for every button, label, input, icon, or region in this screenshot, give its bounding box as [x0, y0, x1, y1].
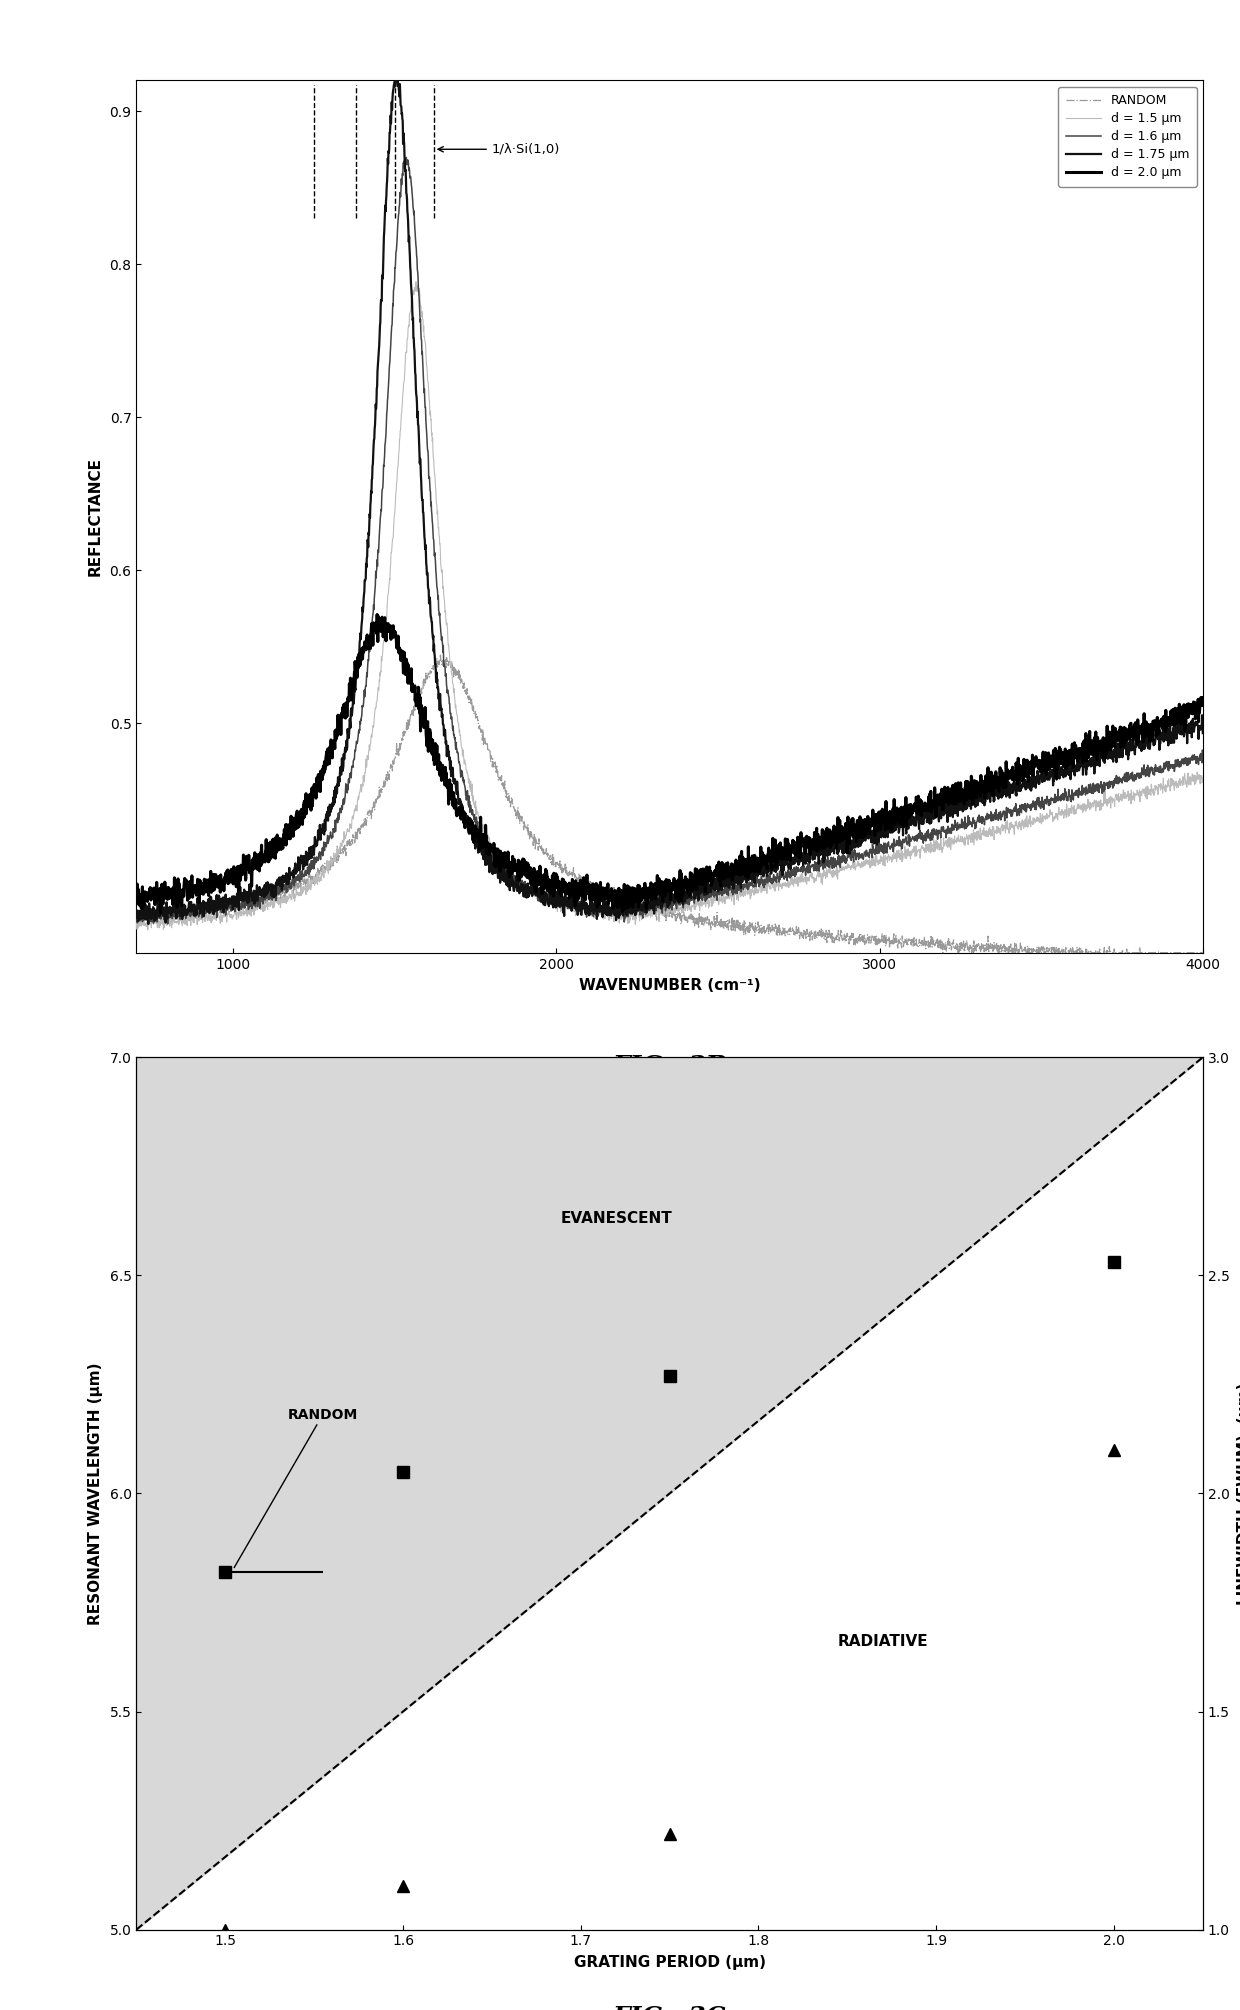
Legend: RANDOM, d = 1.5 μm, d = 1.6 μm, d = 1.75 μm, d = 2.0 μm: RANDOM, d = 1.5 μm, d = 1.6 μm, d = 1.75…	[1058, 86, 1197, 187]
Text: EVANESCENT: EVANESCENT	[560, 1212, 672, 1226]
Y-axis label: REFLECTANCE: REFLECTANCE	[88, 456, 103, 577]
Text: RANDOM: RANDOM	[234, 1407, 357, 1568]
Y-axis label: LINEWIDTH (FWHM), (μm): LINEWIDTH (FWHM), (μm)	[1236, 1383, 1240, 1604]
Text: FIG.  3B: FIG. 3B	[613, 1053, 727, 1077]
Polygon shape	[136, 1057, 1203, 1930]
Y-axis label: RESONANT WAVELENGTH (μm): RESONANT WAVELENGTH (μm)	[88, 1363, 103, 1624]
Text: RADIATIVE: RADIATIVE	[837, 1634, 929, 1648]
X-axis label: GRATING PERIOD (μm): GRATING PERIOD (μm)	[574, 1956, 765, 1970]
Text: 1/λ·Si(1,0): 1/λ·Si(1,0)	[438, 143, 560, 155]
Text: FIG.  3C: FIG. 3C	[613, 2004, 727, 2010]
X-axis label: WAVENUMBER (cm⁻¹): WAVENUMBER (cm⁻¹)	[579, 979, 760, 993]
